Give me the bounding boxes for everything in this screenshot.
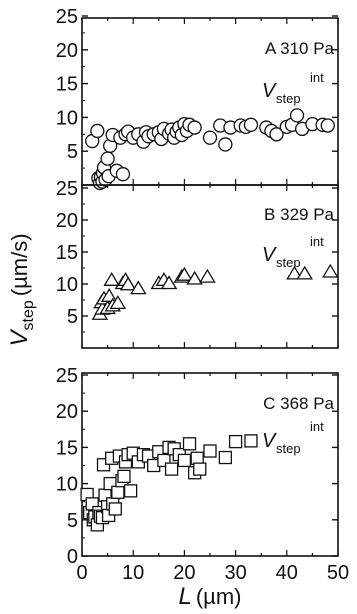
panel-c-xtick-label: 0 (76, 562, 87, 584)
panel-a-points (85, 108, 335, 191)
panel-a-ytick-label: 10 (56, 107, 78, 129)
panel-a-data-point (187, 120, 202, 135)
panel-c-data-point (190, 451, 204, 465)
panel-b-data-point (130, 280, 147, 295)
panel-c-xtick-label: 30 (224, 562, 246, 584)
y-axis-label-unit: (µm/s) (7, 233, 32, 296)
panel-a-data-point (320, 118, 335, 133)
panel-a-ytick-label: 20 (56, 40, 78, 62)
panel-b-inset-label-sub: step (276, 255, 301, 270)
panel-a-ticks: 25 20 15 10 5 (56, 6, 339, 185)
y-axis-label-sub: step (20, 300, 37, 330)
panel-c-points (80, 434, 258, 532)
panel-a-ytick-label: 25 (56, 6, 78, 28)
panel-b-inset-label-sup: int (310, 234, 324, 249)
panel-c-data-point (164, 462, 179, 476)
panel-b-data-point (160, 275, 178, 290)
panel-b-data-point (103, 272, 120, 286)
panel-b-ytick-label: 20 (56, 210, 78, 232)
panel-a-inset-label-sup: int (310, 70, 324, 85)
panel-c-xtick-label: 50 (327, 562, 349, 584)
panel-b-ytick-label: 25 (56, 178, 78, 200)
panel-b-data-point (119, 276, 137, 291)
panel-c-data-point (218, 450, 233, 465)
panel-b-ytick-label: 15 (56, 242, 78, 264)
panel-a-annotation: A 310 Pa (265, 39, 335, 58)
panel-b: 25 20 15 10 5 B 329 Pa V step int (56, 178, 339, 349)
panel-c-ytick-label: 15 (56, 437, 78, 459)
panel-c-inset-label-main: V (262, 430, 277, 452)
panel-a-data-point (90, 123, 105, 139)
panel-c-xtick-label: 20 (173, 562, 195, 584)
panel-c-xtick-label: 40 (276, 562, 298, 584)
y-axis-label-text: Vstep (µm/s) (6, 233, 37, 346)
panel-c-ytick-label: 10 (56, 474, 78, 496)
panel-a-inset-label: V step int (262, 70, 324, 106)
x-axis-label: L (µm) (178, 583, 241, 610)
y-axis-label: Vstep (µm/s) (6, 233, 37, 346)
panel-c-data-point (182, 437, 197, 451)
panel-a-inset-label-sub: step (276, 91, 301, 106)
panel-c-data-point (203, 444, 217, 458)
panel-b-ticks: 25 20 15 10 5 (56, 178, 339, 348)
panel-b-inset-label: V step int (262, 234, 324, 270)
panel-c-data-point (244, 434, 258, 448)
panel-b-data-point (296, 265, 313, 280)
x-axis-label-main: L (178, 583, 191, 610)
panel-b-data-point (109, 295, 127, 309)
panel-c-data-point (193, 462, 207, 476)
panel-c-data-point (111, 485, 125, 499)
panel-b-data-point (186, 270, 203, 285)
panel-a: 25 20 15 10 5 A 310 Pa V step int (56, 6, 339, 191)
x-axis-label-unit: (µm) (196, 584, 242, 609)
panel-b-data-point (176, 266, 193, 281)
panel-c-xtick-label: 10 (122, 562, 144, 584)
panel-c-inset-label-sub: step (276, 441, 301, 456)
panel-c-data-point (117, 469, 131, 484)
panel-a-data-point (269, 127, 284, 142)
panel-b-data-point (322, 263, 339, 278)
panel-b-annotation: B 329 Pa (264, 205, 334, 224)
panel-c-inset-label: V step int (262, 419, 324, 456)
panel-c-data-point (123, 484, 138, 498)
panel-a-data-point (289, 108, 305, 123)
panel-b-inset-label-main: V (262, 244, 277, 266)
panel-c-annotation: C 368 Pa (263, 394, 334, 413)
panel-b-data-point (286, 265, 303, 280)
panel-c-ytick-label: 0 (67, 546, 78, 568)
panel-c-data-point (228, 434, 243, 449)
panel-a-data-point (100, 151, 115, 166)
panel-a-inset-label-main: V (262, 80, 277, 102)
panel-a-ytick-label: 15 (56, 74, 78, 96)
panel-c-ytick-label: 5 (67, 510, 78, 532)
panel-c-ytick-label: 25 (56, 365, 78, 387)
y-axis-label-main: V (6, 329, 33, 347)
panel-a-data-point (218, 137, 233, 152)
panel-c-data-point (108, 502, 122, 516)
panel-a-data-point (115, 167, 131, 182)
panel-b-data-point (199, 268, 216, 283)
panel-a-data-point (202, 130, 218, 145)
panel-b-points (91, 263, 339, 320)
panel-a-data-point (243, 117, 259, 132)
panel-c-data-point (177, 453, 192, 468)
panel-b-ytick-label: 5 (67, 306, 78, 328)
panel-c-ytick-label: 20 (56, 401, 78, 423)
panel-b-ytick-label: 10 (56, 274, 78, 296)
panel-c-inset-label-sup: int (310, 419, 324, 434)
panel-a-ytick-label: 5 (67, 141, 78, 163)
